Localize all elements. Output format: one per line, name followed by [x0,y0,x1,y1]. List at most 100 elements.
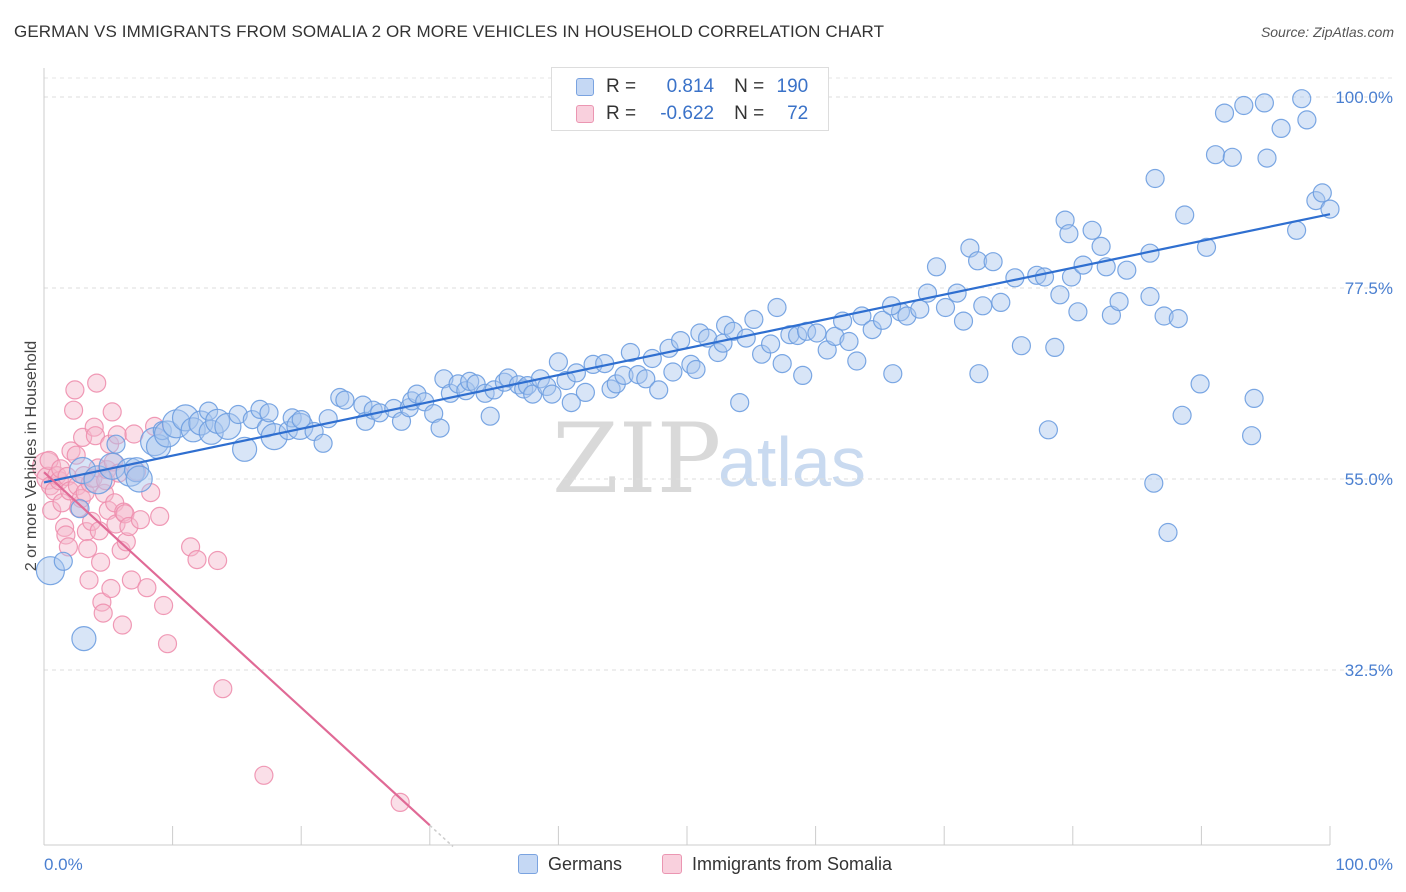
y-tick-label: 32.5% [1345,661,1393,680]
point-germans [1320,199,1340,219]
x-tick-label-end: 100.0% [1335,855,1393,874]
point-germans [1244,388,1264,408]
point-germans [983,252,1003,272]
chart-title: GERMAN VS IMMIGRANTS FROM SOMALIA 2 OR M… [14,22,885,41]
point-somalia [187,549,207,570]
point-germans [542,384,562,404]
point-somalia [150,506,170,527]
point-germans [670,331,691,351]
y-axis-label: 2 or more Vehicles in Household [23,341,40,571]
source-credit: Source: ZipAtlas.com [1260,24,1394,40]
point-germans [787,325,808,346]
trend-line-somalia-extension [429,824,454,848]
point-germans [620,342,641,363]
point-germans [1140,286,1160,307]
point-germans [407,384,427,404]
point-somalia [79,570,99,590]
point-somalia [102,402,122,422]
point-germans [825,326,845,346]
bottom-legend-somalia: Immigrants from Somalia [662,852,892,876]
point-somalia [181,537,201,557]
point-germans [973,296,993,316]
point-germans [991,292,1011,312]
point-germans [1297,110,1317,130]
point-germans [1214,103,1235,123]
bottom-legend-label-somalia: Immigrants from Somalia [692,853,893,874]
point-somalia [157,634,178,654]
point-somalia [89,521,109,541]
series-germans-points [35,89,1340,652]
point-somalia [112,615,133,635]
legend-r-value: 0.814 [666,76,715,97]
point-germans [335,390,355,410]
point-germans [1038,420,1059,440]
point-germans [1158,522,1178,543]
point-germans [967,251,988,271]
point-germans [1059,224,1079,244]
legend-r-value: -0.622 [660,103,715,124]
point-somalia [208,550,228,571]
point-germans [663,362,683,382]
point-somalia [78,538,98,559]
point-germans [614,365,634,385]
point-germans [730,393,750,413]
point-germans [926,257,947,277]
point-germans [681,354,701,374]
series-somalia-points [31,373,410,813]
legend-n-label: N = [734,103,765,124]
point-germans [125,465,153,493]
y-tick-label: 77.5% [1345,279,1393,298]
point-somalia [390,792,410,813]
legend-r-label: R = [606,76,637,97]
point-germans [793,365,813,385]
point-germans [1117,260,1137,280]
point-germans [715,315,736,335]
point-germans [1050,285,1070,305]
point-germans [556,370,576,391]
point-germans [649,380,669,400]
point-germans [708,342,728,363]
point-germans [744,309,764,329]
point-germans [53,551,73,571]
point-somalia [137,578,157,598]
point-somalia [254,765,274,785]
point-germans [1034,267,1055,287]
point-germans [1306,191,1326,211]
point-germans [1190,374,1210,394]
legend-swatch-somalia [576,105,594,123]
point-germans [1175,205,1195,225]
point-somalia [141,483,161,503]
trend-line-germans [43,213,1331,484]
point-germans [1196,237,1217,257]
point-germans [171,404,200,432]
legend-row-germans: R = 0.814 N = 190 [576,74,808,100]
bottom-legend-swatch-somalia [662,854,682,874]
point-germans [686,359,706,380]
point-germans [1286,220,1307,240]
point-germans [1082,220,1102,240]
point-germans [767,297,787,318]
y-tick-label: 100.0% [1335,88,1393,107]
point-germans [1168,309,1188,329]
point-somalia [58,537,79,557]
point-germans [71,625,97,652]
point-somalia [42,500,62,520]
point-germans [636,369,656,389]
point-germans [1241,426,1262,446]
point-germans [106,434,126,454]
x-tick-label-start: 0.0% [44,855,83,874]
watermark-zip: ZIP [552,403,721,515]
point-germans [514,379,534,399]
point-germans [205,408,231,434]
point-somalia [130,510,150,530]
bottom-legend-germans: Germans [518,852,622,876]
point-germans [1045,337,1065,357]
point-somalia [66,445,86,465]
point-germans [313,433,333,453]
point-germans [70,499,90,519]
point-germans [1312,183,1332,203]
point-germans [1292,89,1312,109]
point-germans [353,395,373,415]
point-germans [480,406,500,426]
